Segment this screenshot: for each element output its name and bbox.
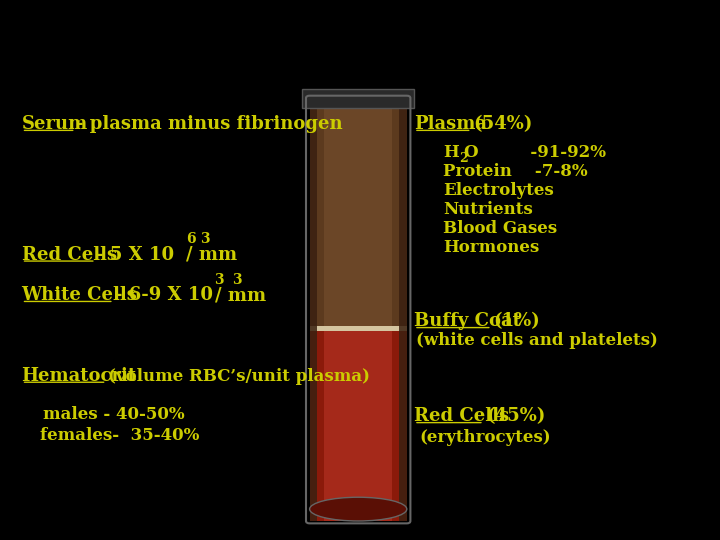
Text: (54%): (54%)	[473, 115, 532, 133]
Text: Red Cells: Red Cells	[414, 408, 509, 426]
Text: (1%): (1%)	[493, 313, 540, 330]
Text: / mm: / mm	[215, 286, 266, 304]
Bar	[310, 98, 407, 327]
Text: 2: 2	[459, 152, 467, 165]
Text: Whole Blood Centrifuged with Anticoagulant: Whole Blood Centrifuged with Anticoagula…	[9, 16, 711, 43]
Text: - plasma minus fibrinogen: - plasma minus fibrinogen	[76, 115, 343, 133]
Text: males - 40-50%: males - 40-50%	[43, 406, 185, 423]
Text: (white cells and platelets): (white cells and platelets)	[416, 332, 658, 349]
Text: 3: 3	[200, 232, 210, 246]
Text: (45%): (45%)	[486, 408, 545, 426]
Text: Buffy Coat: Buffy Coat	[414, 313, 521, 330]
Ellipse shape	[310, 497, 407, 521]
Text: Hematocrit: Hematocrit	[22, 367, 137, 385]
Text: O         -91-92%: O -91-92%	[464, 144, 606, 161]
Bar	[324, 98, 392, 327]
Text: (volume RBC’s/unit plasma): (volume RBC’s/unit plasma)	[108, 368, 370, 384]
Bar	[310, 98, 318, 521]
Text: females-  35-40%: females- 35-40%	[40, 427, 199, 444]
Text: Plasma: Plasma	[414, 115, 487, 133]
Text: Red Cells: Red Cells	[22, 246, 117, 264]
Text: - 5 X 10: - 5 X 10	[96, 246, 175, 264]
Text: 6: 6	[186, 232, 195, 246]
Text: Nutrients: Nutrients	[443, 201, 533, 218]
Text: 3: 3	[215, 273, 224, 287]
Bar	[310, 330, 407, 521]
Bar	[302, 89, 414, 107]
Bar	[324, 330, 392, 521]
Text: Electrolytes: Electrolytes	[443, 182, 554, 199]
Text: (erythrocytes): (erythrocytes)	[420, 429, 552, 447]
Text: Protein    -7-8%: Protein -7-8%	[443, 163, 588, 180]
Text: Hormones: Hormones	[443, 239, 539, 256]
Text: White Cells: White Cells	[22, 286, 138, 304]
Text: / mm: / mm	[186, 246, 237, 264]
Text: - 6-9 X 10: - 6-9 X 10	[115, 286, 213, 304]
Text: H: H	[443, 144, 459, 161]
Text: 3: 3	[233, 273, 242, 287]
Text: Serum: Serum	[22, 115, 88, 133]
Bar	[399, 98, 407, 521]
Text: Blood Gases: Blood Gases	[443, 220, 557, 237]
Bar	[310, 327, 407, 330]
